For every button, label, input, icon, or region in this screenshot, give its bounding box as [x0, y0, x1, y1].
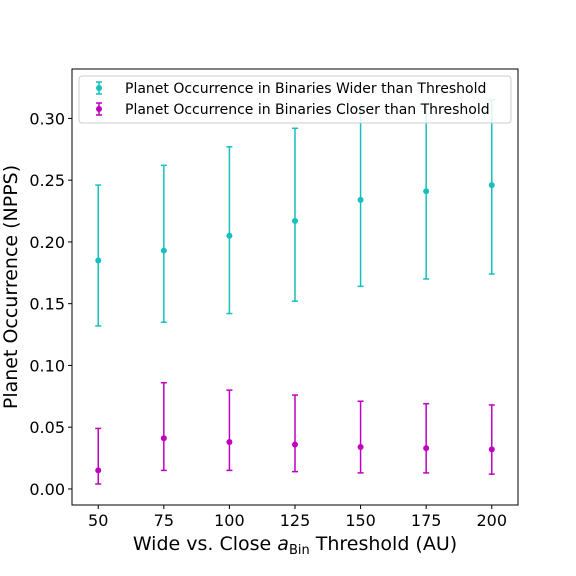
- legend: Planet Occurrence in Binaries Wider than…: [78, 75, 512, 124]
- y-tick-label: 0.20: [29, 233, 65, 252]
- data-point-s1-1: [160, 435, 167, 442]
- data-point-s0-1: [160, 247, 167, 254]
- data-point-s1-5: [423, 445, 430, 452]
- y-tick-label: 0.15: [29, 295, 65, 314]
- legend-marker-icon: [96, 106, 102, 112]
- x-axis-ticks: 50 75 100 125 150 175 200: [88, 505, 507, 530]
- data-point-s0-3: [292, 217, 298, 224]
- legend-entry-0: Planet Occurrence in Binaries Wider than…: [96, 81, 486, 97]
- legend-entry-1: Planet Occurrence in Binaries Closer tha…: [96, 102, 490, 118]
- data-point-s1-6: [488, 446, 495, 453]
- data-point-s1-0: [95, 467, 102, 474]
- x-tick-label: 200: [476, 511, 507, 530]
- data-point-s0-2: [226, 232, 233, 239]
- y-axis-label: Planet Occurrence (NPPS): [0, 165, 22, 409]
- x-tick-label: 150: [345, 511, 376, 530]
- y-tick-label: 0.10: [29, 356, 65, 375]
- legend-frame: [78, 75, 512, 124]
- x-tick-label: 75: [154, 511, 174, 530]
- data-point-s0-6: [488, 182, 495, 189]
- data-point-s1-4: [357, 443, 364, 450]
- x-tick-label: 175: [411, 511, 442, 530]
- legend-label: Planet Occurrence in Binaries Closer tha…: [125, 102, 490, 118]
- y-tick-label: 0.00: [29, 480, 65, 499]
- data-point-s0-5: [423, 188, 430, 195]
- data-point-s0-4: [357, 196, 364, 203]
- data-point-s1-3: [292, 441, 298, 448]
- data-points: [95, 182, 495, 474]
- legend-marker-icon: [96, 85, 102, 91]
- y-tick-label: 0.30: [29, 109, 65, 128]
- data-point-s1-2: [226, 439, 233, 446]
- x-tick-label: 100: [214, 511, 245, 530]
- legend-label: Planet Occurrence in Binaries Wider than…: [125, 81, 486, 97]
- x-tick-label: 50: [88, 511, 108, 530]
- y-axis-ticks: 0.00 0.05 0.10 0.15 0.20 0.25 0.30: [29, 109, 72, 499]
- data-point-s0-0: [95, 257, 102, 264]
- y-tick-label: 0.25: [29, 171, 65, 190]
- x-axis-label: Wide vs. Close aBin Threshold (AU): [133, 533, 457, 558]
- x-tick-label: 125: [280, 511, 311, 530]
- y-tick-label: 0.05: [29, 418, 65, 437]
